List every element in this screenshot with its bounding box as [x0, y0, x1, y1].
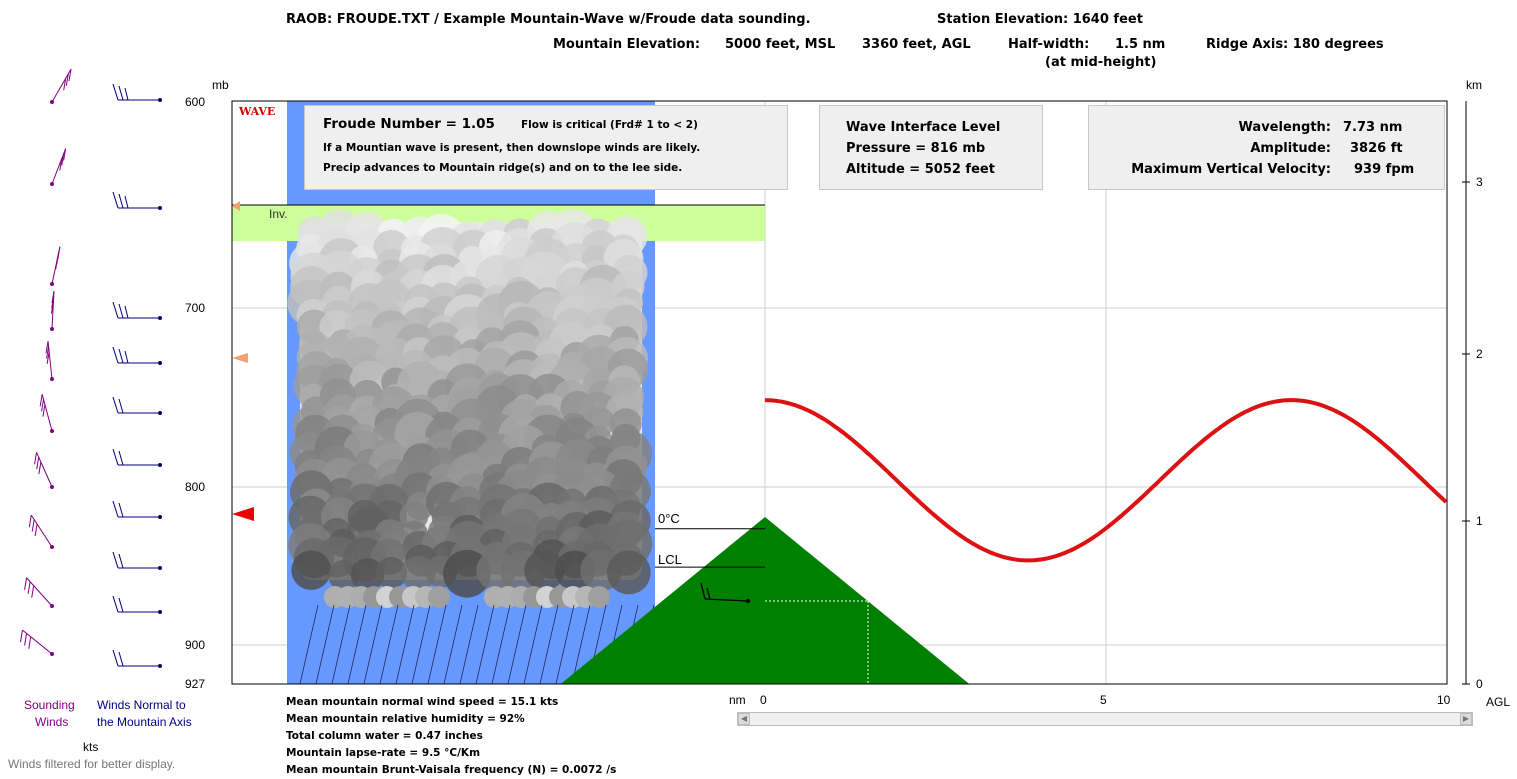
pressure-tick: 700	[184, 301, 205, 315]
normal-wind-barb	[112, 551, 162, 570]
km-tick: 2	[1476, 347, 1483, 361]
interface-title: Wave Interface Level	[846, 120, 1001, 135]
amplitude-label: Amplitude:	[1250, 141, 1331, 156]
stat-brunt-vaisala: Mean mountain Brunt-Vaisala frequency (N…	[286, 764, 617, 776]
filtered-note: Winds filtered for better display.	[8, 757, 176, 771]
wave-parameters-box: Wavelength: 7.73 nm Amplitude: 3826 ft M…	[1088, 105, 1445, 190]
pressure-tick: 900	[184, 638, 205, 652]
nm-unit-label: nm	[729, 693, 746, 707]
plot-border	[231, 100, 1448, 685]
interface-altitude: Altitude = 5052 feet	[846, 162, 995, 177]
sounding-wind-barb	[50, 246, 61, 286]
stat-lapse-rate: Mountain lapse-rate = 9.5 °C/Km	[286, 747, 481, 759]
wave-interface-box: Wave Interface Level Pressure = 816 mb A…	[819, 105, 1043, 190]
sounding-wind-barb	[50, 290, 55, 331]
normal-wind-barb	[112, 191, 162, 210]
normal-winds-label-1: Winds Normal to	[97, 698, 186, 712]
cloud	[287, 209, 653, 608]
froude-line-1: If a Mountian wave is present, then down…	[323, 142, 701, 154]
froude-line-2: Precip advances to Mountain ridge(s) and…	[323, 162, 683, 174]
wind-barbs	[19, 68, 162, 668]
level-marker-orange	[232, 353, 248, 363]
normal-wind-barb	[112, 500, 162, 519]
normal-wind-barb	[112, 346, 162, 365]
halfwidth-label: Half-width:	[1008, 37, 1090, 52]
pressure-tick: 927	[184, 677, 205, 691]
inversion-label: Inv.	[269, 207, 288, 221]
froude-info-box: Froude Number = 1.05 Flow is critical (F…	[304, 105, 788, 190]
chart-title: RAOB: FROUDE.TXT / Example Mountain-Wave…	[286, 12, 811, 27]
ridge-axis: Ridge Axis: 180 degrees	[1206, 37, 1384, 52]
normal-wind-barb	[112, 83, 162, 102]
vertical-velocity-value: 939 fpm	[1354, 162, 1415, 177]
froude-number: Froude Number = 1.05	[323, 116, 495, 132]
halfwidth-value: 1.5 nm	[1115, 37, 1166, 52]
sounding-wind-barb	[34, 452, 54, 489]
km-tick: 1	[1476, 514, 1483, 528]
mountain-elevation-label: Mountain Elevation:	[553, 37, 701, 52]
km-tick: 0	[1476, 677, 1483, 691]
sounding-wind-barb	[45, 341, 54, 381]
stat-normal-wind: Mean mountain normal wind speed = 15.1 k…	[286, 696, 559, 708]
wave-level-marker-red	[232, 507, 254, 521]
normal-wind-barb	[112, 448, 162, 467]
km-unit-label: km	[1466, 78, 1482, 92]
flow-status: Flow is critical (Frd# 1 to < 2)	[521, 119, 698, 131]
sounding-wind-barb	[50, 148, 67, 186]
inversion-marker	[232, 201, 240, 211]
sounding-wind-barb	[19, 629, 54, 656]
pressure-tick: 800	[184, 480, 205, 494]
sounding-wind-barb	[50, 68, 72, 104]
sounding-winds-label-1: Sounding	[24, 698, 75, 712]
amplitude-value: 3826 ft	[1350, 141, 1403, 156]
wavelength-label: Wavelength:	[1238, 120, 1331, 135]
midheight-note: (at mid-height)	[1045, 55, 1157, 70]
distance-tick: 10	[1437, 693, 1451, 707]
mountain-wind-barb	[700, 582, 751, 604]
normal-winds-label-2: the Mountain Axis	[97, 715, 192, 729]
stat-column-water: Total column water = 0.47 inches	[286, 730, 483, 742]
wavelength-value: 7.73 nm	[1343, 120, 1403, 135]
sounding-wind-barb	[24, 577, 54, 608]
wave-label: WAVE	[239, 105, 276, 118]
normal-wind-barb	[112, 301, 162, 320]
normal-wind-barb	[112, 649, 162, 668]
wave-line	[764, 398, 1447, 563]
mb-unit-label: mb	[212, 78, 229, 92]
pressure-tick: 600	[184, 95, 205, 109]
interface-pressure: Pressure = 816 mb	[846, 141, 986, 156]
km-tick: 3	[1476, 175, 1483, 189]
mountain-msl: 5000 feet, MSL	[725, 37, 836, 52]
vertical-velocity-label: Maximum Vertical Velocity:	[1131, 162, 1331, 177]
agl-unit-label: AGL	[1486, 695, 1511, 709]
mountain-agl: 3360 feet, AGL	[862, 37, 971, 52]
lcl-label: LCL	[658, 552, 682, 567]
distance-tick: 0	[760, 693, 767, 707]
scroll-right-button[interactable]: ▶	[1460, 713, 1472, 725]
distance-scrollbar[interactable]: ◀ ▶	[737, 712, 1473, 726]
station-elevation: Station Elevation: 1640 feet	[937, 12, 1143, 27]
normal-wind-barb	[112, 396, 162, 415]
normal-wind-barb	[112, 595, 162, 614]
km-axis	[1462, 101, 1470, 685]
freezing-level-label: 0°C	[658, 511, 680, 526]
scroll-left-button[interactable]: ◀	[738, 713, 750, 725]
kts-label: kts	[83, 740, 99, 754]
sounding-wind-barb	[28, 514, 54, 549]
sounding-winds-label-2: Winds	[35, 715, 69, 729]
sounding-wind-barb	[39, 394, 54, 433]
stat-relative-humidity: Mean mountain relative humidity = 92%	[286, 713, 525, 725]
distance-tick: 5	[1100, 693, 1107, 707]
